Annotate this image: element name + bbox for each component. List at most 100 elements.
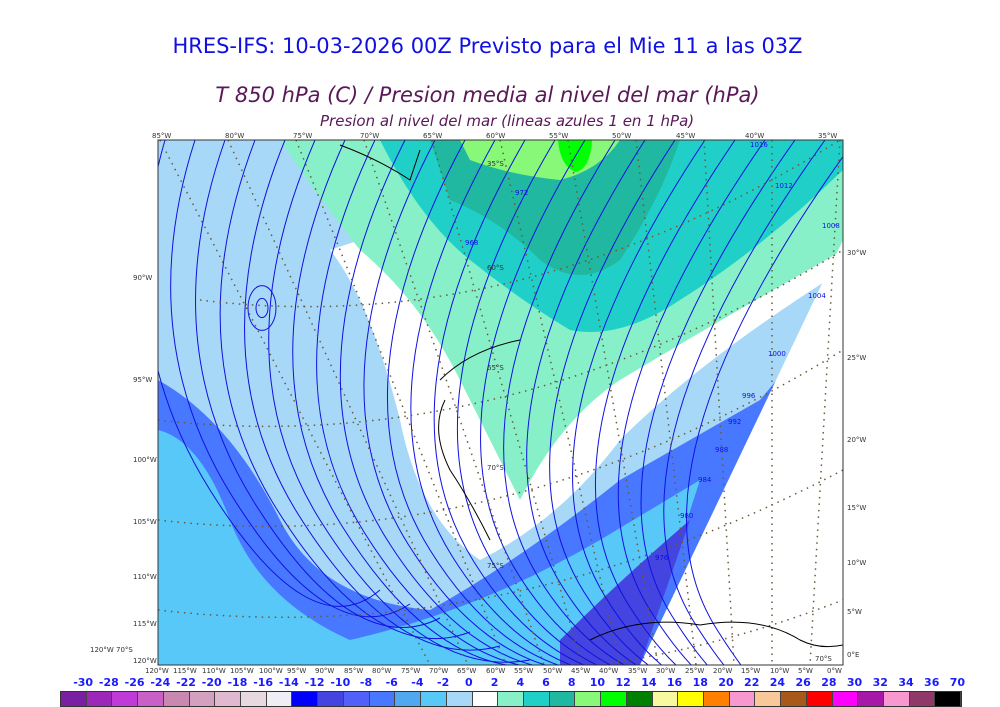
isobar-line <box>594 140 843 665</box>
colorbar-swatch <box>241 692 267 706</box>
isobar-line <box>640 140 843 665</box>
top-axis-label: 65°W <box>423 132 443 140</box>
colorbar-label: -4 <box>411 676 424 689</box>
colorbar-swatch <box>549 692 576 706</box>
colorbar-label: -20 <box>201 676 222 689</box>
bottom-axis-label: 45°W <box>571 667 591 675</box>
colorbar <box>60 691 962 707</box>
colorbar-label: -30 <box>73 676 94 689</box>
colorbar-swatch <box>112 692 139 706</box>
left-axis-label: 105°W <box>133 518 157 526</box>
colorbar-swatch <box>678 692 704 706</box>
meridian-gridline <box>431 140 583 665</box>
isobar-line <box>503 140 830 665</box>
bottom-axis-label: 85°W <box>344 667 364 675</box>
isobar-line <box>457 140 770 665</box>
bottom-axis-label: 5°W <box>798 667 813 675</box>
colorbar-swatch <box>832 692 859 706</box>
bottom-axis-label: 95°W <box>287 667 307 675</box>
isobar-line <box>158 140 381 607</box>
bottom-axis-label: 15°W <box>741 667 761 675</box>
corner-label: 120°W 70°S <box>90 646 133 654</box>
colorbar-label: 2 <box>490 676 499 689</box>
parallel-gridline <box>199 140 841 308</box>
colorbar-swatch <box>909 692 936 706</box>
colorbar-swatch <box>523 692 550 706</box>
colorbar-label: -24 <box>150 676 171 689</box>
isobar-label: 972 <box>515 189 528 197</box>
meridian-gridline <box>227 140 469 665</box>
bottom-axis-label: 60°W <box>486 667 506 675</box>
bottom-axis-label: 35°W <box>628 667 648 675</box>
isobar-label: 1016 <box>750 141 768 149</box>
colorbar-label: -28 <box>98 676 119 689</box>
colorbar-label: -16 <box>253 676 274 689</box>
top-axis-label: 75°W <box>293 132 313 140</box>
colorbar-swatch <box>884 692 910 706</box>
latitude-label: 60°S <box>487 264 504 272</box>
colorbar-swatch <box>935 692 962 706</box>
colorbar-swatch <box>369 692 396 706</box>
parallel-gridline <box>158 349 843 528</box>
colorbar-swatch <box>343 692 370 706</box>
colorbar-label: 32 <box>872 676 888 689</box>
isobar-label: 988 <box>715 446 728 454</box>
colorbar-swatch <box>292 692 319 706</box>
left-axis-label: 100°W <box>133 456 157 464</box>
colorbar-label: 36 <box>924 676 940 689</box>
top-axis-label: 60°W <box>486 132 506 140</box>
top-axis-label: 40°W <box>745 132 765 140</box>
colorbar-label: -14 <box>278 676 299 689</box>
top-axis-label: 80°W <box>225 132 245 140</box>
isobar-line <box>549 140 843 665</box>
colorbar-label: 26 <box>795 676 811 689</box>
colorbar-swatch <box>626 692 653 706</box>
isobar-line <box>219 140 471 640</box>
coastline-south-america <box>339 144 521 541</box>
bottom-axis-label: 110°W <box>202 667 226 675</box>
colorbar-swatch <box>61 692 87 706</box>
bottom-axis-label: 20°W <box>713 667 733 675</box>
isobar-line <box>195 140 441 628</box>
low-pressure-isobar <box>255 297 269 319</box>
bottom-axis-label: 65°W <box>457 667 477 675</box>
colorbar-swatch <box>446 692 473 706</box>
isobar-label: 1000 <box>768 350 786 358</box>
colorbar-swatch <box>421 692 447 706</box>
colorbar-label: -18 <box>227 676 248 689</box>
colorbar-label: 20 <box>718 676 734 689</box>
colorbar-label: 28 <box>821 676 837 689</box>
bottom-axis-label: 50°W <box>543 667 563 675</box>
colorbar-swatch <box>395 692 422 706</box>
colorbar-swatch <box>729 692 756 706</box>
left-axis-label: 120°W <box>133 657 157 665</box>
map-subtitle: T 850 hPa (C) / Presion media al nivel d… <box>215 83 760 107</box>
top-axis-label: 55°W <box>549 132 569 140</box>
left-axis-label: 95°W <box>133 376 153 384</box>
isobar-line <box>433 140 740 665</box>
colorbar-label: -8 <box>359 676 373 689</box>
colorbar-label: 34 <box>898 676 914 689</box>
top-axis-label: 70°W <box>360 132 380 140</box>
isobar-line <box>617 140 843 665</box>
meridian-gridline <box>363 140 545 665</box>
field-mid-blue <box>158 430 700 665</box>
meridian-gridline <box>499 140 621 665</box>
isobar-line <box>480 140 800 665</box>
field-dark-teal <box>430 140 680 275</box>
isobar-label: 968 <box>465 239 478 247</box>
colorbar-swatch <box>318 692 344 706</box>
isobar-line <box>526 140 843 665</box>
right-axis-label: 20°W <box>847 436 867 444</box>
colorbar-swatch <box>163 692 190 706</box>
meridian-gridline <box>159 140 431 665</box>
isobar-label: 984 <box>698 476 712 484</box>
isobar-label: 996 <box>742 392 756 400</box>
left-axis-label: 115°W <box>133 620 157 628</box>
bottom-axis-label: 115°W <box>173 667 197 675</box>
bottom-axis-label: 70°W <box>429 667 449 675</box>
bottom-axis-label: 100°W <box>259 667 283 675</box>
colorbar-label: 16 <box>666 676 683 689</box>
isobar-label: 992 <box>728 418 741 426</box>
